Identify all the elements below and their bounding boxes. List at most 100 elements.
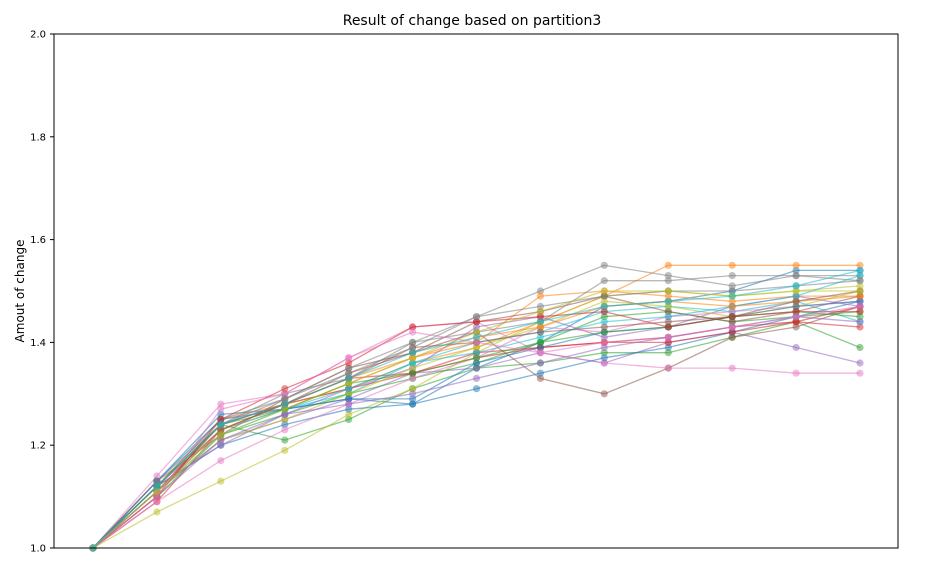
data-point [792, 272, 800, 280]
data-point [345, 364, 353, 372]
data-point [153, 477, 161, 485]
data-point [664, 343, 672, 352]
data-point [217, 431, 225, 439]
data-point [664, 292, 672, 300]
data-point [792, 369, 800, 377]
data-point [600, 328, 608, 336]
data-point [345, 379, 353, 388]
data-point [281, 400, 289, 408]
data-point [792, 313, 800, 321]
data-point [409, 343, 417, 352]
data-point [856, 302, 864, 310]
data-point [792, 297, 800, 305]
data-point [472, 313, 481, 321]
data-point [792, 292, 800, 300]
data-point [536, 369, 545, 377]
data-point [856, 369, 864, 377]
data-point [345, 369, 353, 377]
data-point [472, 374, 481, 382]
y-tick-label: 1.8 [30, 132, 46, 143]
data-point [281, 446, 289, 454]
plot-frame [53, 33, 899, 549]
data-point [792, 287, 800, 295]
data-point [600, 302, 608, 310]
data-point [217, 421, 225, 429]
data-point [409, 390, 417, 398]
data-point [472, 364, 481, 372]
data-point [792, 323, 800, 331]
data-point [281, 426, 289, 434]
data-point [345, 410, 353, 418]
data-point [664, 308, 672, 316]
data-point [536, 349, 545, 357]
series-29 [89, 266, 864, 552]
data-point [664, 333, 672, 341]
data-point [664, 364, 672, 372]
series-layer [89, 261, 864, 552]
data-point [409, 369, 417, 377]
data-point [345, 354, 353, 362]
data-point [728, 287, 736, 295]
data-point [856, 343, 864, 352]
data-point [345, 374, 353, 382]
y-tick-label: 1.6 [30, 235, 46, 246]
data-point [217, 426, 225, 434]
data-point [728, 328, 736, 336]
data-point [600, 349, 608, 357]
y-tick-label: 2.0 [30, 30, 46, 41]
data-point [281, 415, 289, 424]
y-tick-label: 1.0 [30, 544, 46, 555]
data-point [600, 390, 608, 398]
data-point [409, 349, 417, 357]
data-point [536, 343, 545, 352]
data-point [409, 323, 417, 331]
data-point [409, 400, 417, 408]
data-point [345, 359, 353, 367]
data-point [856, 292, 864, 300]
data-point [153, 508, 161, 516]
y-ticks: 1.0 1.2 1.4 1.6 1.8 2.0 [30, 30, 54, 555]
series-26 [89, 302, 864, 552]
data-point [728, 364, 736, 372]
data-point [281, 410, 289, 418]
data-point [664, 287, 672, 295]
data-point [600, 287, 608, 295]
data-point [600, 333, 608, 341]
data-point [600, 343, 608, 352]
data-point [472, 385, 481, 393]
data-point [472, 359, 481, 367]
data-point [409, 385, 417, 393]
data-point [600, 354, 608, 362]
data-point [153, 482, 161, 490]
data-point [664, 302, 672, 310]
data-point [728, 272, 736, 280]
data-point [153, 472, 161, 480]
data-point [600, 261, 608, 269]
data-point [217, 415, 225, 424]
data-point [345, 385, 353, 393]
data-point [536, 323, 545, 331]
data-point [281, 385, 289, 393]
data-point [281, 405, 289, 413]
y-axis-label: Amout of change [13, 240, 27, 343]
data-point [536, 292, 545, 300]
data-point [472, 333, 481, 341]
data-point [856, 308, 864, 316]
chart-title: Result of change based on partition3 [343, 13, 602, 29]
data-point [536, 359, 545, 367]
y-tick-label: 1.2 [30, 441, 46, 452]
data-point [472, 328, 481, 336]
data-point [472, 343, 481, 352]
data-point [856, 359, 864, 367]
data-point [728, 292, 736, 300]
data-point [664, 261, 672, 269]
data-point [536, 313, 545, 321]
data-point [409, 395, 417, 403]
data-point [600, 318, 608, 326]
data-point [536, 302, 545, 310]
data-point [153, 498, 161, 506]
data-point [856, 287, 864, 295]
data-point [856, 323, 864, 331]
data-point [600, 297, 608, 305]
